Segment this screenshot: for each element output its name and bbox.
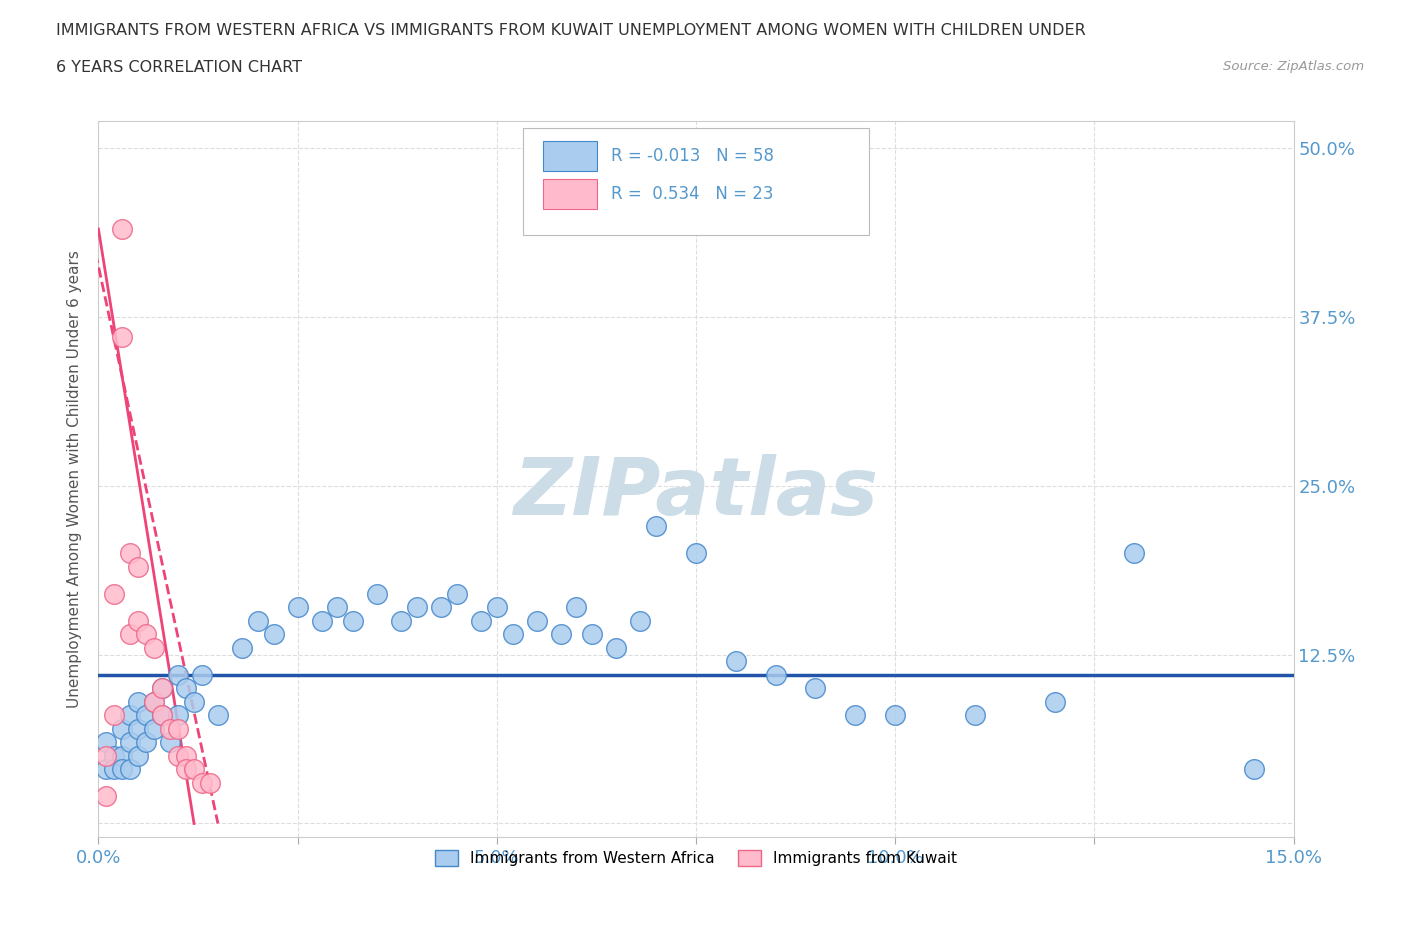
Point bbox=[565, 600, 588, 615]
Point bbox=[605, 641, 627, 656]
Point bbox=[111, 722, 134, 737]
Point bbox=[111, 749, 134, 764]
Legend: Immigrants from Western Africa, Immigrants from Kuwait: Immigrants from Western Africa, Immigran… bbox=[429, 844, 963, 872]
Point bbox=[150, 681, 173, 696]
Point bbox=[724, 654, 747, 669]
Point bbox=[287, 600, 309, 615]
Point bbox=[143, 641, 166, 656]
FancyBboxPatch shape bbox=[523, 128, 869, 235]
Point bbox=[174, 681, 197, 696]
Point bbox=[167, 708, 190, 723]
Point bbox=[326, 600, 349, 615]
Text: ZIPatlas: ZIPatlas bbox=[513, 454, 879, 532]
Point bbox=[150, 681, 173, 696]
Point bbox=[263, 627, 285, 642]
Point bbox=[167, 668, 190, 683]
Point bbox=[174, 749, 197, 764]
Point bbox=[191, 668, 214, 683]
Point bbox=[470, 614, 492, 629]
Text: R =  0.534   N = 23: R = 0.534 N = 23 bbox=[612, 185, 773, 203]
Point bbox=[96, 749, 118, 764]
Point bbox=[120, 708, 142, 723]
Point bbox=[884, 708, 907, 723]
Point bbox=[167, 722, 190, 737]
Point bbox=[231, 641, 253, 656]
Point bbox=[342, 614, 364, 629]
Point bbox=[127, 614, 149, 629]
Point bbox=[103, 708, 125, 723]
Point bbox=[581, 627, 603, 642]
Point bbox=[502, 627, 524, 642]
Point bbox=[389, 614, 412, 629]
Point bbox=[111, 762, 134, 777]
Point bbox=[550, 627, 572, 642]
Point bbox=[167, 749, 190, 764]
Point bbox=[963, 708, 986, 723]
Point bbox=[96, 735, 118, 750]
Point bbox=[103, 762, 125, 777]
Point bbox=[1043, 695, 1066, 710]
Point bbox=[135, 627, 157, 642]
Point bbox=[804, 681, 827, 696]
Point bbox=[191, 776, 214, 790]
Point bbox=[207, 708, 229, 723]
Point bbox=[366, 586, 388, 601]
Text: IMMIGRANTS FROM WESTERN AFRICA VS IMMIGRANTS FROM KUWAIT UNEMPLOYMENT AMONG WOME: IMMIGRANTS FROM WESTERN AFRICA VS IMMIGR… bbox=[56, 23, 1085, 38]
Point bbox=[844, 708, 866, 723]
Point bbox=[1123, 546, 1146, 561]
Point bbox=[1243, 762, 1265, 777]
Point bbox=[127, 695, 149, 710]
Point bbox=[485, 600, 508, 615]
Point bbox=[143, 695, 166, 710]
Point bbox=[127, 749, 149, 764]
Point bbox=[183, 762, 205, 777]
Point bbox=[127, 559, 149, 574]
Point bbox=[765, 668, 787, 683]
Point bbox=[430, 600, 453, 615]
Point bbox=[159, 722, 181, 737]
Point bbox=[111, 221, 134, 236]
Point bbox=[143, 695, 166, 710]
Text: Source: ZipAtlas.com: Source: ZipAtlas.com bbox=[1223, 60, 1364, 73]
Text: R = -0.013   N = 58: R = -0.013 N = 58 bbox=[612, 147, 775, 165]
Point bbox=[143, 722, 166, 737]
Point bbox=[135, 708, 157, 723]
Point bbox=[96, 762, 118, 777]
Point bbox=[246, 614, 269, 629]
Point bbox=[96, 789, 118, 804]
Point bbox=[311, 614, 333, 629]
Point bbox=[111, 329, 134, 344]
Point bbox=[526, 614, 548, 629]
Point bbox=[150, 708, 173, 723]
Point bbox=[645, 519, 668, 534]
Point bbox=[198, 776, 221, 790]
Point bbox=[406, 600, 429, 615]
FancyBboxPatch shape bbox=[543, 141, 596, 171]
Point bbox=[120, 735, 142, 750]
Point bbox=[628, 614, 651, 629]
Point bbox=[120, 627, 142, 642]
Point bbox=[103, 749, 125, 764]
Point bbox=[127, 722, 149, 737]
Point bbox=[135, 735, 157, 750]
Y-axis label: Unemployment Among Women with Children Under 6 years: Unemployment Among Women with Children U… bbox=[67, 250, 83, 708]
Point bbox=[120, 762, 142, 777]
Point bbox=[685, 546, 707, 561]
Point bbox=[183, 695, 205, 710]
FancyBboxPatch shape bbox=[543, 179, 596, 209]
Point bbox=[103, 586, 125, 601]
Point bbox=[150, 708, 173, 723]
Point bbox=[446, 586, 468, 601]
Text: 6 YEARS CORRELATION CHART: 6 YEARS CORRELATION CHART bbox=[56, 60, 302, 75]
Point bbox=[120, 546, 142, 561]
Point bbox=[159, 735, 181, 750]
Point bbox=[174, 762, 197, 777]
